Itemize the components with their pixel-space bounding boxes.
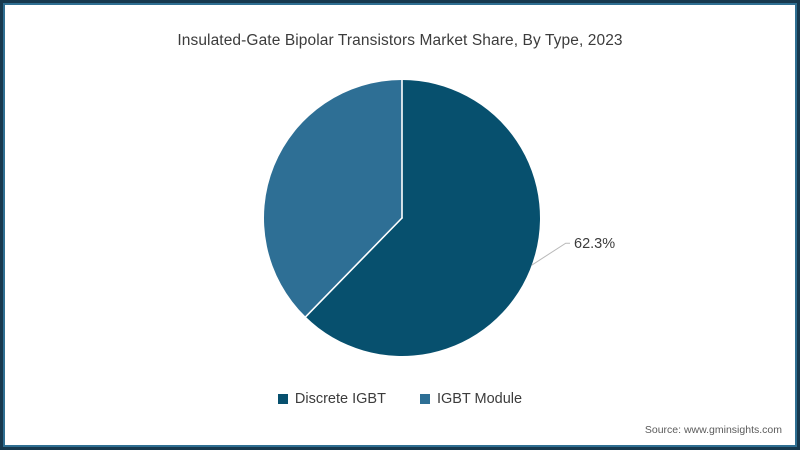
pie-slices: [263, 80, 540, 356]
legend-swatch-icon: [277, 394, 288, 405]
chart-legend: Discrete IGBT IGBT Module: [0, 392, 800, 407]
legend-swatch-icon: [419, 394, 430, 405]
legend-label-discrete-igbt: Discrete IGBT: [294, 391, 386, 407]
slice-divider-line: [304, 217, 403, 318]
legend-item-discrete-igbt[interactable]: Discrete IGBT: [277, 391, 386, 407]
source-attribution: Source: www.gminsights.com: [644, 424, 782, 436]
chart-title: Insulated-Gate Bipolar Transistors Marke…: [177, 32, 623, 49]
legend-item-igbt-module[interactable]: IGBT Module: [419, 391, 523, 407]
leader-line: [531, 242, 570, 266]
pie-slice-discrete-igbt[interactable]: [305, 80, 540, 356]
pie-slice-dividers: [304, 79, 403, 318]
legend-label-igbt-module: IGBT Module: [436, 391, 523, 407]
data-label-discrete-igbt: 62.3%: [574, 236, 616, 252]
pie-slice-igbt-module[interactable]: [263, 80, 402, 317]
